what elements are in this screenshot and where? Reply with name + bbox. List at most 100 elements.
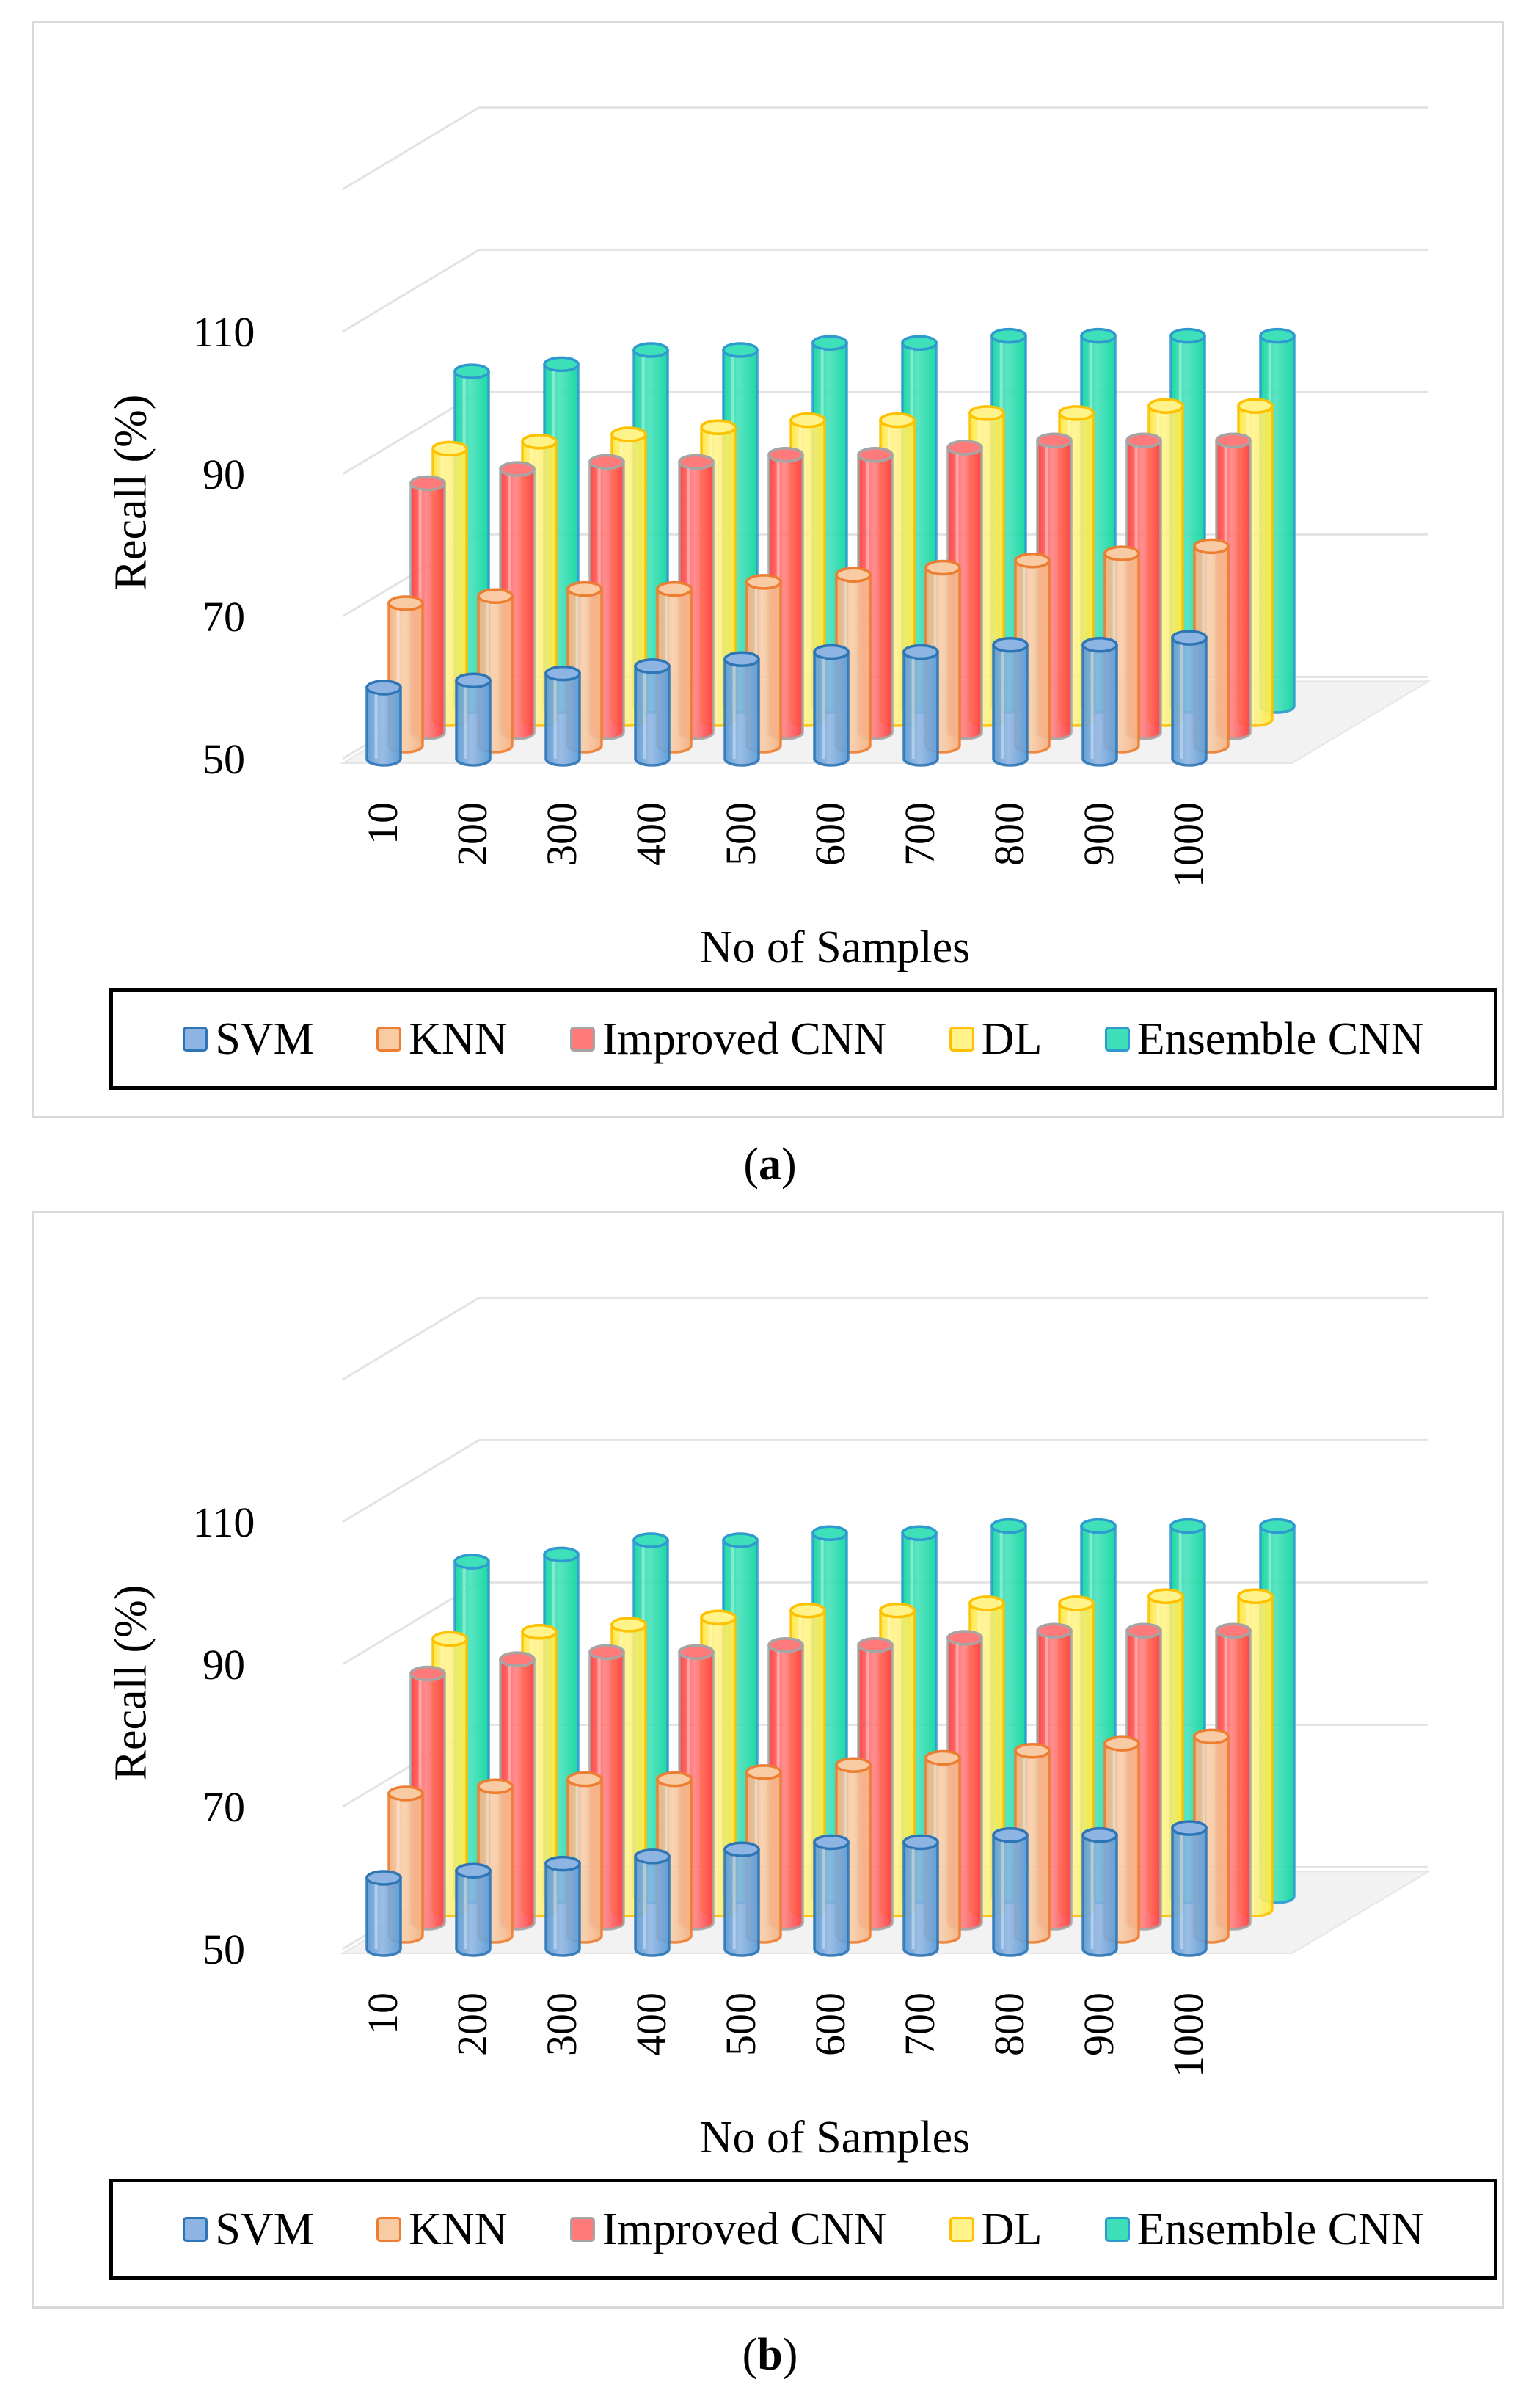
- x-tick-label-800: 800: [985, 802, 1033, 866]
- x-tick-label-1000: 1000: [1164, 1992, 1212, 2077]
- caption-open-a: (: [743, 1140, 759, 1190]
- legend-swatch-ensemble-cnn: [1104, 1027, 1130, 1052]
- bar-svm-10: [365, 680, 402, 767]
- legend-label-ensemble-cnn: Ensemble CNN: [1136, 1013, 1424, 1064]
- x-tick-label-10: 10: [359, 1992, 406, 2035]
- bar-svm-300: [544, 665, 581, 767]
- legend-item-ensemble-cnn: Ensemble CNN: [1104, 2204, 1424, 2256]
- legend-item-dl: DL: [949, 1013, 1043, 1066]
- x-axis-label-a: No of Samples: [699, 922, 971, 972]
- bar-svm-800: [992, 637, 1029, 767]
- gridline: [342, 1438, 1428, 1523]
- legend-label-dl: DL: [981, 1013, 1043, 1064]
- bar-svm-700: [902, 644, 939, 767]
- bar-svm-300: [544, 1855, 581, 1957]
- legend-label-improved-cnn: Improved CNN: [602, 1013, 887, 1064]
- legend-label-dl: DL: [981, 2204, 1043, 2254]
- x-tick-label-600: 600: [806, 1992, 854, 2056]
- legend-label-knn: KNN: [409, 2204, 508, 2254]
- caption-letter-a: a: [759, 1140, 781, 1190]
- bar-svm-900: [1081, 1827, 1118, 1957]
- x-tick-label-800: 800: [985, 1992, 1033, 2056]
- legend-item-improved-cnn: Improved CNN: [569, 2204, 887, 2256]
- caption-a: (a): [0, 1139, 1540, 1191]
- legend-item-svm: SVM: [183, 1013, 314, 1066]
- x-tick-label-400: 400: [627, 802, 675, 866]
- x-tick-label-300: 300: [538, 802, 585, 866]
- bar-svm-600: [813, 644, 850, 767]
- bar-svm-600: [813, 1834, 850, 1957]
- x-tick-label-900: 900: [1075, 802, 1123, 866]
- legend-a: SVM KNN Improved CNN DL Ensemble CNN: [109, 988, 1497, 1090]
- legend-swatch-dl: [949, 2217, 974, 2242]
- x-tick-label-500: 500: [717, 1992, 764, 2056]
- bar-svm-1000: [1171, 630, 1208, 767]
- legend-item-svm: SVM: [183, 2204, 314, 2256]
- x-tick-label-900: 900: [1075, 1992, 1123, 2056]
- y-tick-label-90: 90: [202, 451, 245, 498]
- y-tick-label-90: 90: [202, 1641, 245, 1689]
- gridline: [342, 106, 1428, 191]
- caption-close-b: ): [782, 2330, 798, 2380]
- bar-svm-800: [992, 1827, 1029, 1957]
- legend-item-dl: DL: [949, 2204, 1043, 2256]
- legend-label-knn: KNN: [409, 1013, 508, 1064]
- legend-swatch-svm: [183, 1027, 208, 1052]
- caption-b: (b): [0, 2329, 1540, 2381]
- bar-svm-200: [455, 1862, 492, 1957]
- bar-svm-500: [723, 1841, 760, 1957]
- x-tick-label-400: 400: [627, 1992, 675, 2056]
- legend-b: SVM KNN Improved CNN DL Ensemble CNN: [109, 2179, 1497, 2280]
- x-tick-label-10: 10: [359, 802, 406, 845]
- chart-panel-b: 50 70 90 110 10 200 300 400 500 600 700 800 900 1000 …: [32, 1211, 1504, 2309]
- y-tick-label-50: 50: [202, 1926, 245, 1973]
- legend-swatch-knn: [376, 2217, 402, 2242]
- legend-swatch-dl: [949, 1027, 974, 1052]
- gridline: [342, 1296, 1428, 1381]
- caption-open-b: (: [742, 2330, 758, 2380]
- bar-svm-900: [1081, 637, 1118, 767]
- bar-svm-400: [634, 1848, 671, 1957]
- x-axis-label-b: No of Samples: [699, 2113, 971, 2163]
- legend-label-svm: SVM: [215, 2204, 314, 2254]
- y-axis-label-a: Recall (%): [106, 394, 156, 591]
- y-tick-label-110: 110: [193, 1498, 255, 1546]
- x-tick-label-1000: 1000: [1164, 802, 1212, 887]
- legend-item-knn: KNN: [376, 2204, 507, 2256]
- legend-label-svm: SVM: [215, 1013, 314, 1064]
- bar-svm-10: [365, 1870, 402, 1957]
- caption-letter-b: b: [757, 2330, 783, 2380]
- x-tick-label-600: 600: [806, 802, 854, 866]
- chart-panel-a: 50 70 90 110 10 200 300 400 500 600 700 800 900 1000 …: [32, 21, 1504, 1118]
- chart-plot-b: 50 70 90 110 10 200 300 400 500 600 700 800 900 1000: [193, 1296, 1431, 2077]
- bar-svm-200: [455, 672, 492, 767]
- legend-label-improved-cnn: Improved CNN: [602, 2204, 887, 2254]
- x-tick-label-200: 200: [448, 802, 496, 866]
- legend-label-ensemble-cnn: Ensemble CNN: [1136, 2204, 1424, 2254]
- legend-item-knn: KNN: [376, 1013, 507, 1066]
- caption-close-a: ): [781, 1140, 797, 1190]
- bar-svm-1000: [1171, 1820, 1208, 1957]
- bar-svm-700: [902, 1834, 939, 1957]
- x-tick-label-700: 700: [896, 802, 944, 866]
- y-tick-label-70: 70: [202, 593, 245, 641]
- legend-swatch-improved-cnn: [569, 1027, 595, 1052]
- y-tick-label-50: 50: [202, 735, 245, 783]
- y-tick-label-110: 110: [193, 308, 255, 356]
- y-tick-label-70: 70: [202, 1783, 245, 1831]
- bar-knn-10: [387, 595, 424, 754]
- legend-swatch-knn: [376, 1027, 402, 1052]
- legend-swatch-ensemble-cnn: [1104, 2217, 1130, 2242]
- x-tick-label-300: 300: [538, 1992, 585, 2056]
- legend-item-improved-cnn: Improved CNN: [569, 1013, 887, 1066]
- bar-svm-500: [723, 651, 760, 767]
- legend-swatch-svm: [183, 2217, 208, 2242]
- gridline: [342, 248, 1428, 333]
- x-tick-label-700: 700: [896, 1992, 944, 2056]
- x-tick-label-200: 200: [448, 1992, 496, 2056]
- chart-plot-a: 50 70 90 110 10 200 300 400 500 600 700 800 900 1000: [193, 106, 1431, 887]
- x-tick-label-500: 500: [717, 802, 764, 866]
- y-axis-label-b: Recall (%): [106, 1584, 156, 1781]
- legend-swatch-improved-cnn: [569, 2217, 595, 2242]
- legend-item-ensemble-cnn: Ensemble CNN: [1104, 1013, 1424, 1066]
